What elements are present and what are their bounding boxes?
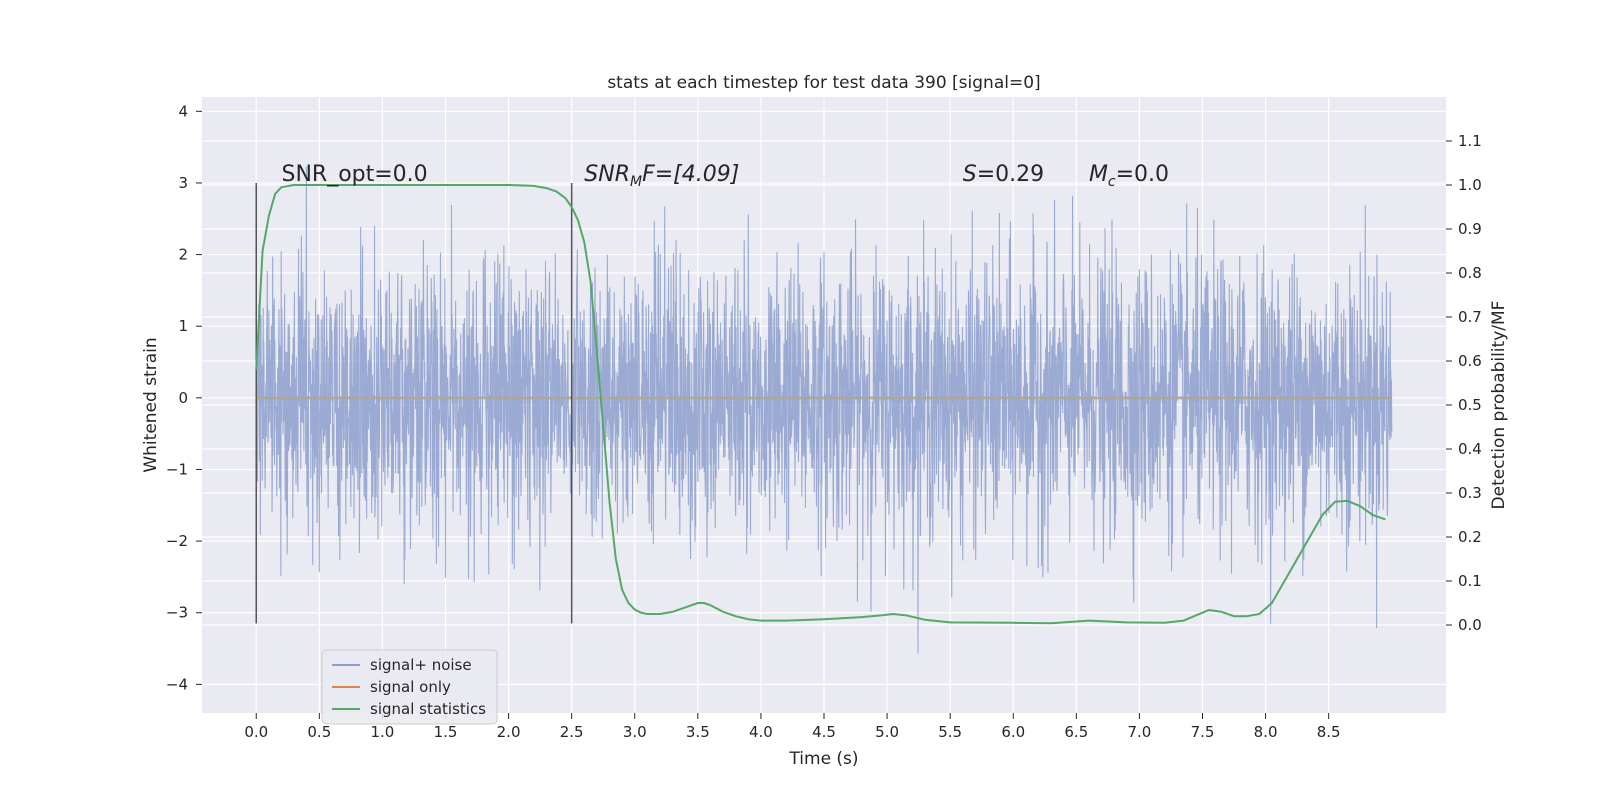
x-tick-label: 0.0 <box>244 723 268 741</box>
x-tick-label: 7.0 <box>1127 723 1151 741</box>
annotations: SNR_opt=0.0 SNRMF=[4.09] S=0.29 Mc=0.0 <box>281 162 1169 190</box>
annotation-snr-opt: SNR_opt=0.0 <box>281 162 427 187</box>
y-tick-label: −4 <box>166 675 188 693</box>
y-right-tick-label: 0.0 <box>1458 616 1482 634</box>
x-tick-label: 8.5 <box>1317 723 1341 741</box>
y-right-tick-label: 0.5 <box>1458 396 1482 414</box>
annotation-snr-mf-sub: M <box>630 174 642 190</box>
y-right-tick-label: 1.1 <box>1458 132 1482 150</box>
x-tick-label: 2.0 <box>497 723 521 741</box>
y-tick-label: 1 <box>178 317 188 335</box>
y-axis-left: −4 −3 −2 −1 0 1 2 3 4 <box>166 102 202 693</box>
annotation-snr-mf: SNRMF=[4.09] <box>584 162 739 190</box>
x-tick-label: 8.0 <box>1254 723 1278 741</box>
legend: signal+ noise signal only signal statist… <box>321 649 498 725</box>
statistics-series <box>255 184 1386 625</box>
legend-label-statistics: signal statistics <box>370 700 486 718</box>
x-tick-label: 3.5 <box>686 723 710 741</box>
vertical-markers <box>255 182 573 624</box>
legend-label-signal: signal only <box>370 678 451 696</box>
y-axis-right-label: Detection probability/MF <box>1489 301 1509 510</box>
noise-trace <box>255 166 1393 654</box>
y-tick-label: −3 <box>166 604 188 622</box>
x-tick-label: 3.0 <box>623 723 647 741</box>
y-tick-label: 3 <box>178 174 188 192</box>
x-tick-label: 0.5 <box>307 723 331 741</box>
legend-box <box>321 649 498 725</box>
y-axis-label: Whitened strain <box>141 337 161 472</box>
annotation-mc-sub: c <box>1108 174 1116 190</box>
y-right-tick-label: 0.1 <box>1458 572 1482 590</box>
x-tick-label: 4.5 <box>812 723 836 741</box>
x-tick-label: 5.5 <box>938 723 962 741</box>
y-tick-label: −2 <box>166 532 188 550</box>
y-right-tick-label: 0.7 <box>1458 308 1482 326</box>
annotation-snr-mf-suffix: F=[4.09] <box>642 162 739 187</box>
x-tick-label: 4.0 <box>749 723 773 741</box>
x-axis-label: Time (s) <box>788 749 858 769</box>
y-right-tick-label: 0.8 <box>1458 264 1482 282</box>
x-tick-label: 7.5 <box>1191 723 1215 741</box>
y-tick-label: 0 <box>178 389 188 407</box>
y-tick-label: −1 <box>166 460 188 478</box>
x-tick-label: 1.0 <box>370 723 394 741</box>
x-tick-label: 5.0 <box>875 723 899 741</box>
x-axis: 0.0 0.5 1.0 1.5 2.0 2.5 3.0 3.5 4.0 4.5 5.0 5.5 6.0 6… <box>244 713 1341 741</box>
chart-title: stats at each timestep for test data 390… <box>607 73 1040 93</box>
y-right-tick-label: 0.6 <box>1458 352 1482 370</box>
y-right-tick-label: 0.3 <box>1458 484 1482 502</box>
y-tick-label: 2 <box>178 246 188 264</box>
legend-label-noise: signal+ noise <box>370 656 472 674</box>
annotation-snr-mf-prefix: SNR <box>584 162 630 187</box>
x-tick-label: 1.5 <box>434 723 458 741</box>
annotation-mc: Mc=0.0 <box>1089 162 1169 190</box>
statistics-line <box>255 184 1386 625</box>
y-tick-label: 4 <box>178 102 188 120</box>
y-right-tick-label: 1.0 <box>1458 176 1482 194</box>
x-tick-label: 2.5 <box>560 723 584 741</box>
annotation-mc-prefix: M <box>1089 162 1108 187</box>
y-right-tick-label: 0.4 <box>1458 440 1482 458</box>
annotation-mc-suffix: =0.0 <box>1116 162 1169 187</box>
x-tick-label: 6.5 <box>1064 723 1088 741</box>
y-right-tick-label: 0.9 <box>1458 220 1482 238</box>
noise-series <box>255 166 1393 654</box>
y-right-tick-label: 0.2 <box>1458 528 1482 546</box>
annotation-s-suffix: =0.29 <box>977 162 1044 187</box>
annotation-s-italic: S <box>963 162 977 187</box>
x-tick-label: 6.0 <box>1001 723 1025 741</box>
y-axis-right: 0.0 0.1 0.2 0.3 0.4 0.5 0.6 0.7 0.8 0.9 1.0 1.1 <box>1446 132 1482 634</box>
annotation-s: S=0.29 <box>963 162 1044 187</box>
